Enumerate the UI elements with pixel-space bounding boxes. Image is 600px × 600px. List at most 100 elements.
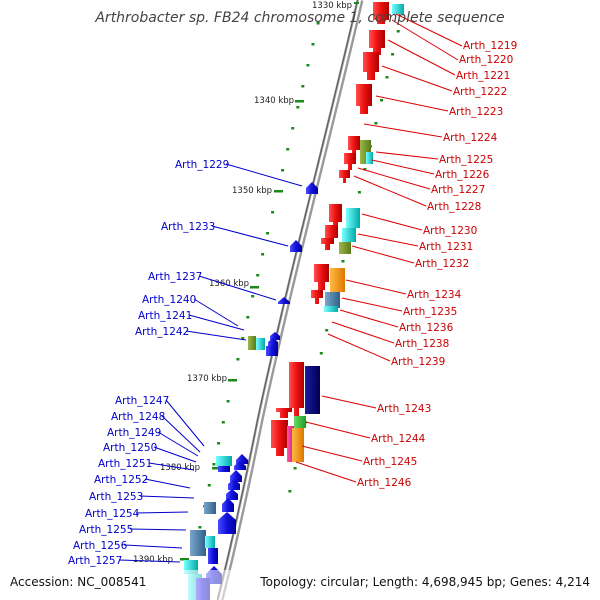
gene-arrow[interactable] (290, 240, 302, 252)
gene-arrow[interactable] (289, 362, 304, 416)
gene-label[interactable]: Arth_1231 (419, 241, 473, 253)
gene-label[interactable]: Arth_1244 (371, 433, 426, 445)
gene-label[interactable]: Arth_1237 (148, 271, 202, 283)
gene-label[interactable]: Arth_1255 (79, 524, 133, 536)
gene-arrow[interactable] (314, 264, 329, 290)
gene-arrow[interactable] (329, 204, 342, 228)
gene-arrow[interactable] (356, 84, 372, 114)
gene-label[interactable]: Arth_1238 (395, 338, 449, 350)
minor-tick (217, 442, 221, 445)
cog-block[interactable] (248, 336, 256, 350)
cog-block[interactable] (205, 536, 215, 548)
gene-arrow[interactable] (222, 498, 234, 512)
gene-arrow[interactable] (271, 420, 288, 456)
gene-label[interactable]: Arth_1228 (427, 201, 481, 213)
gene-arrow[interactable] (339, 170, 350, 183)
gene-arrow[interactable] (270, 332, 280, 340)
gene-arrow[interactable] (276, 408, 292, 418)
gene-label[interactable]: Arth_1221 (456, 70, 510, 82)
gene-label[interactable]: Arth_1233 (161, 221, 215, 233)
gene-label[interactable]: Arth_1219 (463, 40, 517, 52)
gene-label[interactable]: Arth_1252 (94, 474, 148, 486)
gene-arrow[interactable] (278, 297, 290, 304)
minor-tick (207, 484, 211, 487)
gene-label[interactable]: Arth_1242 (135, 326, 189, 338)
gene-arrow[interactable] (268, 338, 278, 346)
gene-arrow[interactable] (344, 153, 356, 170)
gene-arrow[interactable] (226, 489, 238, 500)
gene-label[interactable]: Arth_1243 (377, 403, 431, 415)
gene-arrow[interactable] (306, 182, 318, 194)
gene-label[interactable]: Arth_1246 (357, 477, 412, 489)
gene-label[interactable]: Arth_1225 (439, 154, 493, 166)
cog-block[interactable] (216, 456, 232, 466)
gene-label[interactable]: Arth_1257 (68, 555, 122, 567)
gene-label[interactable]: Arth_1240 (142, 294, 196, 306)
gene-label[interactable]: Arth_1254 (85, 508, 140, 520)
gene-label[interactable]: Arth_1241 (138, 310, 192, 322)
cog-block[interactable] (392, 4, 404, 14)
gene-arrow[interactable] (369, 30, 385, 55)
cog-block[interactable] (360, 140, 371, 164)
cog-block[interactable] (330, 268, 345, 292)
gene-arrow[interactable] (236, 454, 248, 464)
cog-block[interactable] (256, 338, 265, 350)
gene-label[interactable]: Arth_1227 (431, 184, 485, 196)
gene-arrow[interactable] (363, 52, 379, 80)
cog-block[interactable] (292, 428, 304, 462)
gene-arrow[interactable] (208, 548, 218, 564)
forward-strand-genes (271, 2, 404, 462)
cog-block[interactable] (305, 366, 320, 414)
gene-label[interactable]: Arth_1250 (103, 442, 157, 454)
kbp-tick-label: 1350 kbp (232, 186, 272, 196)
gene-arrow[interactable] (348, 136, 360, 156)
gene-arrow[interactable] (234, 461, 246, 470)
gene-arrow[interactable] (230, 470, 242, 482)
gene-label[interactable]: Arth_1236 (399, 322, 454, 334)
minor-tick (261, 253, 265, 256)
gene-arrow[interactable] (321, 238, 334, 250)
gene-label[interactable]: Arth_1234 (407, 289, 462, 301)
gene-label[interactable]: Arth_1220 (459, 54, 513, 66)
cog-block[interactable] (324, 306, 338, 312)
gene-arrow[interactable] (266, 346, 278, 356)
gene-arrow[interactable] (228, 479, 240, 490)
gene-label[interactable]: Arth_1222 (453, 86, 507, 98)
cog-block[interactable] (204, 502, 216, 514)
gene-label[interactable]: Arth_1248 (111, 411, 165, 423)
gene-label[interactable]: Arth_1230 (423, 225, 477, 237)
gene-arrow[interactable] (311, 290, 323, 304)
minor-tick (256, 274, 260, 277)
minor-tick (306, 64, 310, 67)
gene-label[interactable]: Arth_1251 (98, 458, 152, 470)
gene-label[interactable]: Arth_1229 (175, 159, 229, 171)
gene-arrow[interactable] (325, 225, 338, 244)
cog-block[interactable] (325, 292, 340, 308)
gene-arrow[interactable] (218, 512, 236, 534)
cog-block[interactable] (366, 152, 373, 164)
gene-label[interactable]: Arth_1226 (435, 169, 490, 181)
minor-tick (221, 421, 225, 424)
gene-label[interactable]: Arth_1249 (107, 427, 161, 439)
gene-label[interactable]: Arth_1253 (89, 491, 143, 503)
gene-label[interactable]: Arth_1232 (415, 258, 469, 270)
gene-label[interactable]: Arth_1239 (391, 356, 445, 368)
minor-tick (341, 260, 345, 263)
gene-label[interactable]: Arth_1235 (403, 306, 457, 318)
gene-arrow[interactable] (373, 2, 389, 24)
cog-block[interactable] (346, 208, 360, 228)
cog-block[interactable] (190, 530, 206, 556)
gene-label[interactable]: Arth_1224 (443, 132, 498, 144)
minor-tick (385, 76, 389, 79)
cog-block[interactable] (339, 242, 351, 254)
forward-gene-labels: Arth_1219 Arth_1220 Arth_1221 Arth_1222 … (295, 13, 517, 489)
gene-label[interactable]: Arth_1247 (115, 395, 169, 407)
gene-label[interactable]: Arth_1256 (73, 540, 128, 552)
cog-block[interactable] (342, 228, 356, 242)
gene-arrow[interactable] (218, 466, 230, 472)
cog-block[interactable] (294, 416, 306, 428)
minor-tick (396, 30, 400, 33)
gene-label[interactable]: Arth_1245 (363, 456, 417, 468)
gene-label[interactable]: Arth_1223 (449, 106, 503, 118)
